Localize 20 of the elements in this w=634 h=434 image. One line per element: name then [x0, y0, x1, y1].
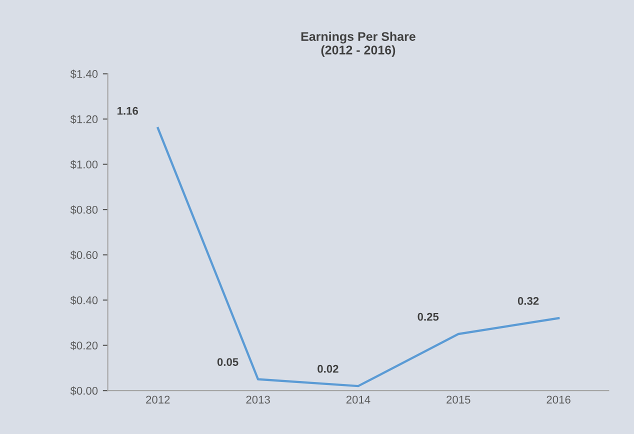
- text: 1.16: [118, 106, 138, 115]
- y-tick-label: $0.40: [70, 296, 98, 305]
- y-tick-label: $0.00: [70, 386, 98, 396]
- y-tick-label: $0.60: [70, 250, 98, 260]
- x-tick-label: 2014: [346, 396, 370, 404]
- text: 0.02: [318, 364, 338, 373]
- y-tick-label: $1.00: [70, 160, 98, 170]
- x-tick-label: 2016: [546, 396, 570, 404]
- y-tick-label: $0.80: [70, 205, 98, 214]
- text: 0.25: [418, 312, 439, 321]
- x-tick-label: 2015: [446, 396, 470, 404]
- line-series: [156, 126, 560, 388]
- y-tick-label: $1.20: [70, 114, 98, 124]
- chart-title: Earnings Per Share (2012 - 2016): [301, 32, 416, 57]
- text: 0.32: [518, 297, 539, 305]
- x-tick-label: 2013: [246, 396, 270, 404]
- y-tick-label: $0.20: [70, 341, 98, 350]
- y-tick-label: $1.40: [70, 70, 98, 79]
- text: 0.05: [217, 358, 238, 366]
- x-tick-label: 2012: [146, 396, 170, 404]
